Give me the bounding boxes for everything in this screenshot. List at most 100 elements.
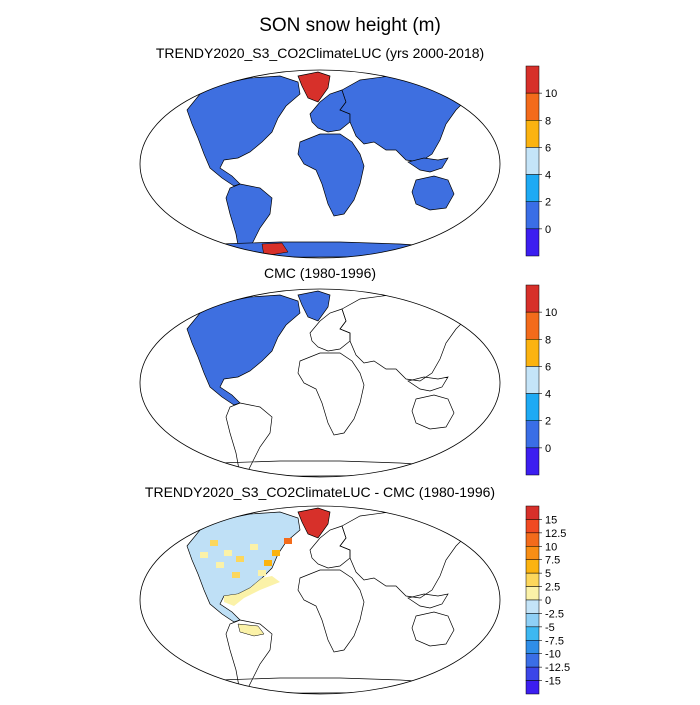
figure-title: SON snow height (m) xyxy=(259,15,441,36)
colorbar-swatch xyxy=(525,505,540,520)
colorbar-tick-label: 15 xyxy=(545,514,557,526)
anomaly-cell xyxy=(258,570,266,576)
colorbar-tick-label: 0 xyxy=(545,224,551,236)
colorbar-tick-label: 2 xyxy=(545,416,551,428)
colorbar-swatch xyxy=(525,92,540,121)
colorbar-swatch xyxy=(525,228,540,257)
colorbar-swatch xyxy=(525,420,540,449)
colorbar-swatch xyxy=(525,339,540,367)
colorbar-tick-label: -7.5 xyxy=(545,635,564,647)
colorbar-swatch xyxy=(525,680,540,695)
land-southAmerica xyxy=(225,402,273,476)
land-northAmerica xyxy=(186,75,301,187)
land-australia xyxy=(411,175,455,211)
panel-3-map xyxy=(139,505,501,695)
land-antarctica xyxy=(149,677,491,694)
land-antarctica xyxy=(149,241,491,258)
map-border xyxy=(139,288,501,478)
colorbar-tick-label: 4 xyxy=(545,170,551,182)
colorbar-tick-label: 6 xyxy=(545,361,551,373)
land-africa xyxy=(297,133,365,217)
colorbar-tick-label: 6 xyxy=(545,142,551,154)
anomaly-cell xyxy=(200,552,208,558)
colorbar-tick-label: -10 xyxy=(545,649,561,661)
colorbar-swatch xyxy=(525,120,540,148)
land-asia xyxy=(339,292,471,382)
colorbar-tick-label: 0 xyxy=(545,443,551,455)
anomaly-cell xyxy=(250,544,258,550)
anomaly-cell xyxy=(272,550,280,556)
land-greenland xyxy=(297,71,331,103)
colorbar-tick-label: -5 xyxy=(545,622,555,634)
colorbar-swatch xyxy=(525,447,540,476)
panel-3-title: TRENDY2020_S3_CO2ClimateLUC - CMC (1980-… xyxy=(145,484,495,500)
panel-2-map xyxy=(139,288,501,478)
colorbar-swatch xyxy=(525,546,540,560)
land-seAsia xyxy=(407,157,449,173)
land-seAsia xyxy=(407,376,449,392)
colorbar-swatch xyxy=(525,366,540,394)
antarctic-high-region xyxy=(261,242,289,257)
colorbar-swatch xyxy=(525,586,540,601)
colorbar-tick-label: 2 xyxy=(545,197,551,209)
colorbar-tick-label: -12.5 xyxy=(545,662,570,674)
anomaly-cell xyxy=(210,540,218,546)
panel-3-colorbar: 15 12.510 7.55 2.50-2.5 -5-7.5 -10-12.5 -15 xyxy=(525,505,570,695)
colorbar-tick-label: 8 xyxy=(545,334,551,346)
colorbar-swatch xyxy=(525,666,540,681)
colorbar-tick-label: 7.5 xyxy=(545,555,560,567)
colorbar-tick-label: 4 xyxy=(545,389,551,401)
colorbar-swatch xyxy=(525,626,540,641)
land-greenland xyxy=(297,507,331,539)
land-antarctica xyxy=(149,460,491,477)
colorbar-tick-label: 10 xyxy=(545,307,557,319)
colorbar-swatch xyxy=(525,559,540,574)
colorbar-swatch xyxy=(525,599,540,614)
colorbar-swatch xyxy=(525,613,540,628)
colorbar-swatch xyxy=(525,147,540,175)
anomaly-cell xyxy=(224,550,232,556)
colorbar-swatch xyxy=(525,311,540,340)
panel-1-title: TRENDY2020_S3_CO2ClimateLUC (yrs 2000-20… xyxy=(156,45,484,61)
panel-2-title: CMC (1980-1996) xyxy=(264,265,376,281)
colorbar-swatch xyxy=(525,653,540,668)
anomaly-cell xyxy=(236,556,244,562)
land-africa xyxy=(297,352,365,436)
colorbar-tick-label: -15 xyxy=(545,676,561,688)
colorbar-swatch xyxy=(525,572,540,587)
land-asia xyxy=(339,73,471,163)
map-border xyxy=(139,69,501,259)
colorbar-swatch xyxy=(525,519,540,534)
colorbar-tick-label: 5 xyxy=(545,568,551,580)
land-asia xyxy=(339,509,471,599)
anomaly-cell xyxy=(216,562,224,568)
land-seAsia xyxy=(407,593,449,609)
map-border xyxy=(139,505,501,695)
panel-1-map xyxy=(139,69,501,259)
land-australia xyxy=(411,611,455,647)
colorbar-tick-label: -2.5 xyxy=(545,608,564,620)
land-greenland xyxy=(297,290,331,322)
colorbar-swatch xyxy=(525,532,540,547)
anomaly-cell xyxy=(264,560,272,566)
colorbar-swatch xyxy=(525,640,540,654)
colorbar-tick-label: 10 xyxy=(545,88,557,100)
colorbar-tick-label: 8 xyxy=(545,115,551,127)
warm-anomaly-region xyxy=(224,576,280,606)
colorbar-swatch xyxy=(525,201,540,230)
warm-anomaly-south-america xyxy=(237,623,265,637)
land-africa xyxy=(297,569,365,653)
colorbar-swatch xyxy=(525,65,540,94)
anomaly-cell xyxy=(284,538,292,544)
colorbar-tick-label: 2.5 xyxy=(545,582,560,594)
colorbar-tick-label: 0 xyxy=(545,595,551,607)
panel-2-colorbar: 0 2 4 6 8 10 xyxy=(525,284,557,476)
colorbar-swatch xyxy=(525,174,540,202)
anomaly-cell xyxy=(232,572,240,578)
panel-1-colorbar: 0 2 4 6 8 10 xyxy=(525,65,557,257)
colorbar-swatch xyxy=(525,284,540,313)
land-australia xyxy=(411,394,455,430)
colorbar-swatch xyxy=(525,393,540,421)
colorbar-tick-label: 12.5 xyxy=(545,528,566,540)
